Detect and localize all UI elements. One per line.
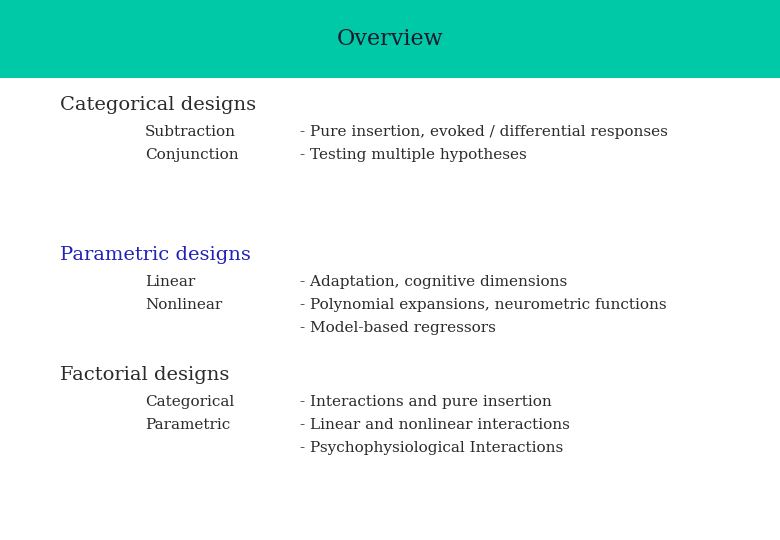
Text: - Model-based regressors: - Model-based regressors [300,321,496,335]
Text: Linear: Linear [145,275,195,289]
Text: - Adaptation, cognitive dimensions: - Adaptation, cognitive dimensions [300,275,567,289]
Text: - Polynomial expansions, neurometric functions: - Polynomial expansions, neurometric fun… [300,298,667,312]
Text: - Interactions and pure insertion: - Interactions and pure insertion [300,395,551,409]
Text: Categorical: Categorical [145,395,234,409]
Text: - Linear and nonlinear interactions: - Linear and nonlinear interactions [300,418,570,432]
Text: Parametric designs: Parametric designs [60,246,251,264]
Text: Subtraction: Subtraction [145,125,236,139]
Text: Parametric: Parametric [145,418,230,432]
Text: - Psychophysiological Interactions: - Psychophysiological Interactions [300,441,563,455]
Bar [0,0,780,78]
Text: Conjunction: Conjunction [145,148,239,162]
Text: Categorical designs: Categorical designs [60,96,256,114]
Text: - Testing multiple hypotheses: - Testing multiple hypotheses [300,148,526,162]
Text: Nonlinear: Nonlinear [145,298,222,312]
Text: - Pure insertion, evoked / differential responses: - Pure insertion, evoked / differential … [300,125,668,139]
Text: Overview: Overview [337,28,443,50]
Text: Factorial designs: Factorial designs [60,366,229,384]
